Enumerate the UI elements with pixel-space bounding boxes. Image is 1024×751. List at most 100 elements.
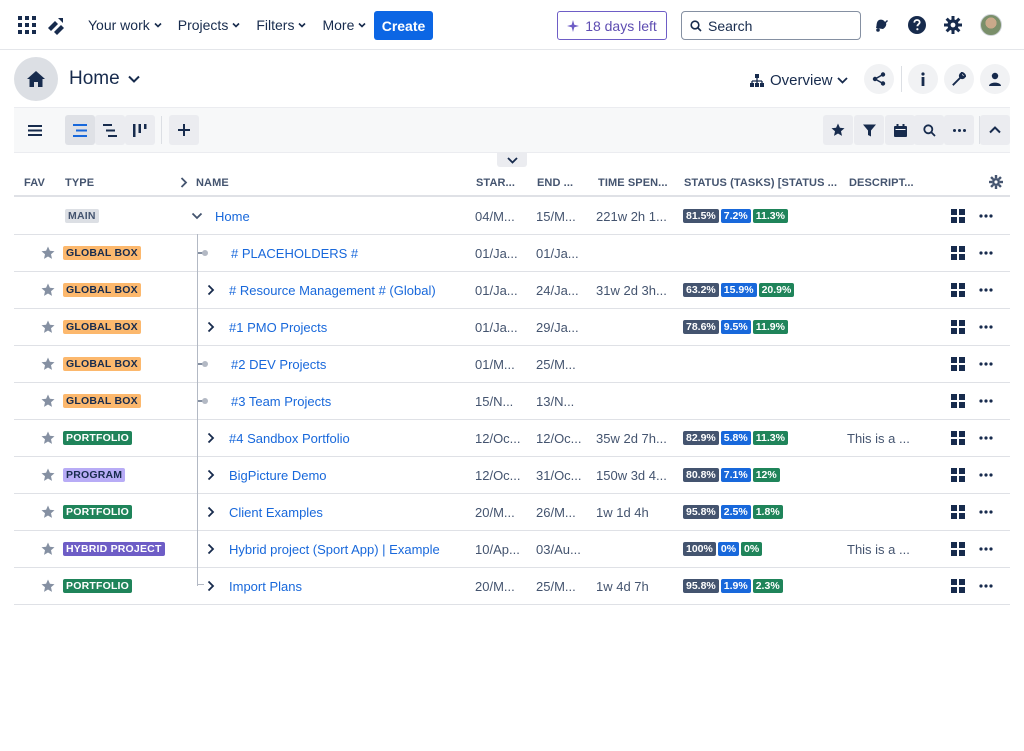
more-icon[interactable]: [978, 579, 994, 593]
menu-projects[interactable]: Projects: [170, 9, 249, 41]
gear-icon[interactable]: [989, 175, 1003, 189]
sidebar-toggle-icon[interactable]: [20, 115, 50, 145]
star-icon[interactable]: [41, 468, 55, 482]
table-row[interactable]: PORTFOLIO Import Plans 20/M... 25/M... 1w 4d…: [14, 568, 1010, 605]
column-type[interactable]: TYPE: [65, 177, 95, 189]
more-icon[interactable]: [978, 542, 994, 556]
column-description[interactable]: DESCRIPT...: [849, 177, 914, 189]
gantt-view-icon[interactable]: [95, 115, 125, 145]
item-name-link[interactable]: #1 PMO Projects: [229, 319, 328, 335]
star-icon[interactable]: [41, 357, 55, 371]
column-end[interactable]: END ...: [537, 177, 574, 189]
more-icon[interactable]: [944, 115, 974, 145]
item-name-link[interactable]: Hybrid project (Sport App) | Example: [229, 541, 440, 557]
grid-icon[interactable]: [951, 579, 965, 593]
table-row[interactable]: MAIN Home 04/M... 15/M... 221w 2h 1... 81.5% 7…: [14, 198, 1010, 235]
table-row[interactable]: PROGRAM BigPicture Demo 12/Oc... 31/Oc... 15…: [14, 457, 1010, 494]
wrench-icon[interactable]: [944, 64, 974, 94]
item-name-link[interactable]: Client Examples: [229, 504, 323, 520]
table-row[interactable]: GLOBAL BOX #2 DEV Projects 01/M... 25/M...: [14, 346, 1010, 383]
chevron-right-icon[interactable]: [204, 505, 218, 519]
item-name-link[interactable]: # PLACEHOLDERS #: [231, 245, 359, 261]
chevron-right-icon[interactable]: [204, 431, 218, 445]
user-icon[interactable]: [980, 64, 1010, 94]
share-icon[interactable]: [864, 64, 894, 94]
calendar-icon[interactable]: [885, 115, 915, 145]
more-icon[interactable]: [978, 357, 994, 371]
help-icon[interactable]: [906, 14, 928, 36]
search-icon[interactable]: [914, 115, 944, 145]
more-icon[interactable]: [978, 209, 994, 223]
grid-icon[interactable]: [951, 468, 965, 482]
filter-icon[interactable]: [854, 115, 884, 145]
column-start[interactable]: STAR...: [476, 177, 515, 189]
item-name-link[interactable]: Import Plans: [229, 578, 302, 594]
table-row[interactable]: PORTFOLIO Client Examples 20/M... 26/M... 1w…: [14, 494, 1010, 531]
table-row[interactable]: GLOBAL BOX #1 PMO Projects 01/Ja... 29/Ja..…: [14, 309, 1010, 346]
chevron-right-icon[interactable]: [204, 320, 218, 334]
board-view-icon[interactable]: [125, 115, 155, 145]
chevron-right-icon[interactable]: [204, 542, 218, 556]
column-name[interactable]: NAME: [196, 177, 229, 189]
bell-icon[interactable]: [870, 14, 892, 36]
menu-more[interactable]: More: [314, 9, 374, 41]
item-name-link[interactable]: #2 DEV Projects: [231, 356, 327, 372]
column-time-spent[interactable]: TIME SPEN...: [598, 177, 668, 189]
grid-icon[interactable]: [951, 357, 965, 371]
table-row[interactable]: GLOBAL BOX # Resource Management # (Globa…: [14, 272, 1010, 309]
app-switcher-icon[interactable]: [18, 16, 36, 34]
table-row[interactable]: GLOBAL BOX #3 Team Projects 15/N... 13/N...: [14, 383, 1010, 420]
chevron-right-icon[interactable]: [204, 579, 218, 593]
more-icon[interactable]: [978, 505, 994, 519]
tree-view-icon[interactable]: [65, 115, 95, 145]
view-selector[interactable]: Overview: [750, 68, 848, 92]
product-logo-icon[interactable]: [46, 14, 68, 36]
chevron-down-icon[interactable]: [497, 153, 527, 167]
item-name-link[interactable]: BigPicture Demo: [229, 467, 327, 483]
grid-icon[interactable]: [951, 505, 965, 519]
grid-icon[interactable]: [951, 394, 965, 408]
search-input[interactable]: Search: [681, 11, 861, 40]
more-icon[interactable]: [978, 320, 994, 334]
item-name-link[interactable]: # Resource Management # (Global): [229, 282, 436, 298]
chevron-up-icon[interactable]: [980, 115, 1010, 145]
item-name-link[interactable]: #4 Sandbox Portfolio: [229, 430, 350, 446]
home-icon[interactable]: [14, 57, 58, 101]
more-icon[interactable]: [978, 431, 994, 445]
more-icon[interactable]: [978, 468, 994, 482]
more-icon[interactable]: [978, 246, 994, 260]
item-name-link[interactable]: #3 Team Projects: [231, 393, 332, 409]
chevron-right-icon[interactable]: [180, 177, 188, 188]
grid-icon[interactable]: [951, 246, 965, 260]
table-row[interactable]: PORTFOLIO #4 Sandbox Portfolio 12/Oc... 12/…: [14, 420, 1010, 457]
avatar[interactable]: [980, 14, 1002, 36]
column-status[interactable]: STATUS (TASKS) [STATUS ...: [684, 177, 838, 189]
gear-icon[interactable]: [942, 14, 964, 36]
grid-icon[interactable]: [951, 209, 965, 223]
table-row[interactable]: HYBRID PROJECT Hybrid project (Sport App)…: [14, 531, 1010, 568]
star-icon[interactable]: [41, 394, 55, 408]
star-icon[interactable]: [41, 320, 55, 334]
chevron-right-icon[interactable]: [204, 283, 218, 297]
table-row[interactable]: GLOBAL BOX # PLACEHOLDERS # 01/Ja... 01/Ja.…: [14, 235, 1010, 272]
star-filter-icon[interactable]: [823, 115, 853, 145]
more-icon[interactable]: [978, 394, 994, 408]
info-icon[interactable]: [908, 64, 938, 94]
trial-button[interactable]: 18 days left: [557, 11, 667, 40]
grid-icon[interactable]: [951, 320, 965, 334]
star-icon[interactable]: [41, 431, 55, 445]
add-icon[interactable]: [169, 115, 199, 145]
star-icon[interactable]: [41, 542, 55, 556]
menu-filters[interactable]: Filters: [248, 9, 314, 41]
item-name-link[interactable]: Home: [215, 208, 250, 224]
create-button[interactable]: Create: [374, 11, 433, 40]
star-icon[interactable]: [41, 283, 55, 297]
chevron-right-icon[interactable]: [204, 468, 218, 482]
page-title[interactable]: Home: [69, 68, 140, 90]
menu-your-work[interactable]: Your work: [80, 9, 170, 41]
star-icon[interactable]: [41, 579, 55, 593]
grid-icon[interactable]: [951, 283, 965, 297]
grid-icon[interactable]: [951, 431, 965, 445]
star-icon[interactable]: [41, 246, 55, 260]
chevron-down-icon[interactable]: [190, 209, 204, 223]
